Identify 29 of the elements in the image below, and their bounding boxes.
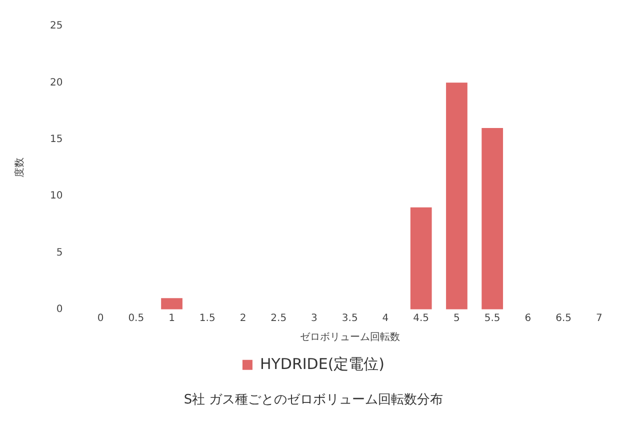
x-tick-label: 7 — [596, 312, 602, 324]
y-tick-label: 10 — [50, 190, 63, 202]
x-tick-label: 6.5 — [556, 312, 572, 324]
x-tick-label: 4.5 — [413, 312, 430, 324]
bar — [161, 298, 182, 310]
x-axis-title: ゼロボリューム回転数 — [300, 332, 400, 343]
y-tick-label: 25 — [50, 20, 63, 32]
x-tick-label: 2 — [240, 312, 246, 324]
y-tick-label: 15 — [50, 134, 63, 145]
x-tick-label: 3 — [311, 312, 318, 324]
x-tick-label: 5 — [454, 312, 460, 324]
bar — [446, 82, 468, 310]
x-tick-label: 1 — [168, 312, 175, 324]
x-tick-label: 3.5 — [342, 312, 358, 324]
x-tick-label: 1.5 — [199, 312, 216, 324]
bar — [482, 128, 504, 310]
x-tick-label: 2.5 — [270, 312, 287, 324]
x-tick-label: 0 — [97, 312, 104, 324]
y-axis-title: 度数 — [14, 158, 26, 178]
x-tick-label: 0.5 — [128, 312, 144, 324]
y-tick-label: 20 — [50, 77, 63, 88]
text: S社 ガス種ごとのゼロボリューム回転数分布 — [184, 392, 444, 408]
x-tick-label: 5.5 — [484, 312, 500, 324]
x-tick-label: 4 — [382, 312, 389, 324]
x-tick-label: 6 — [524, 312, 532, 324]
y-tick-label: 0 — [56, 304, 63, 315]
legend-label: HYDRIDE(定電位) — [260, 354, 385, 373]
bar — [410, 207, 432, 310]
y-tick-label: 5 — [56, 247, 63, 258]
